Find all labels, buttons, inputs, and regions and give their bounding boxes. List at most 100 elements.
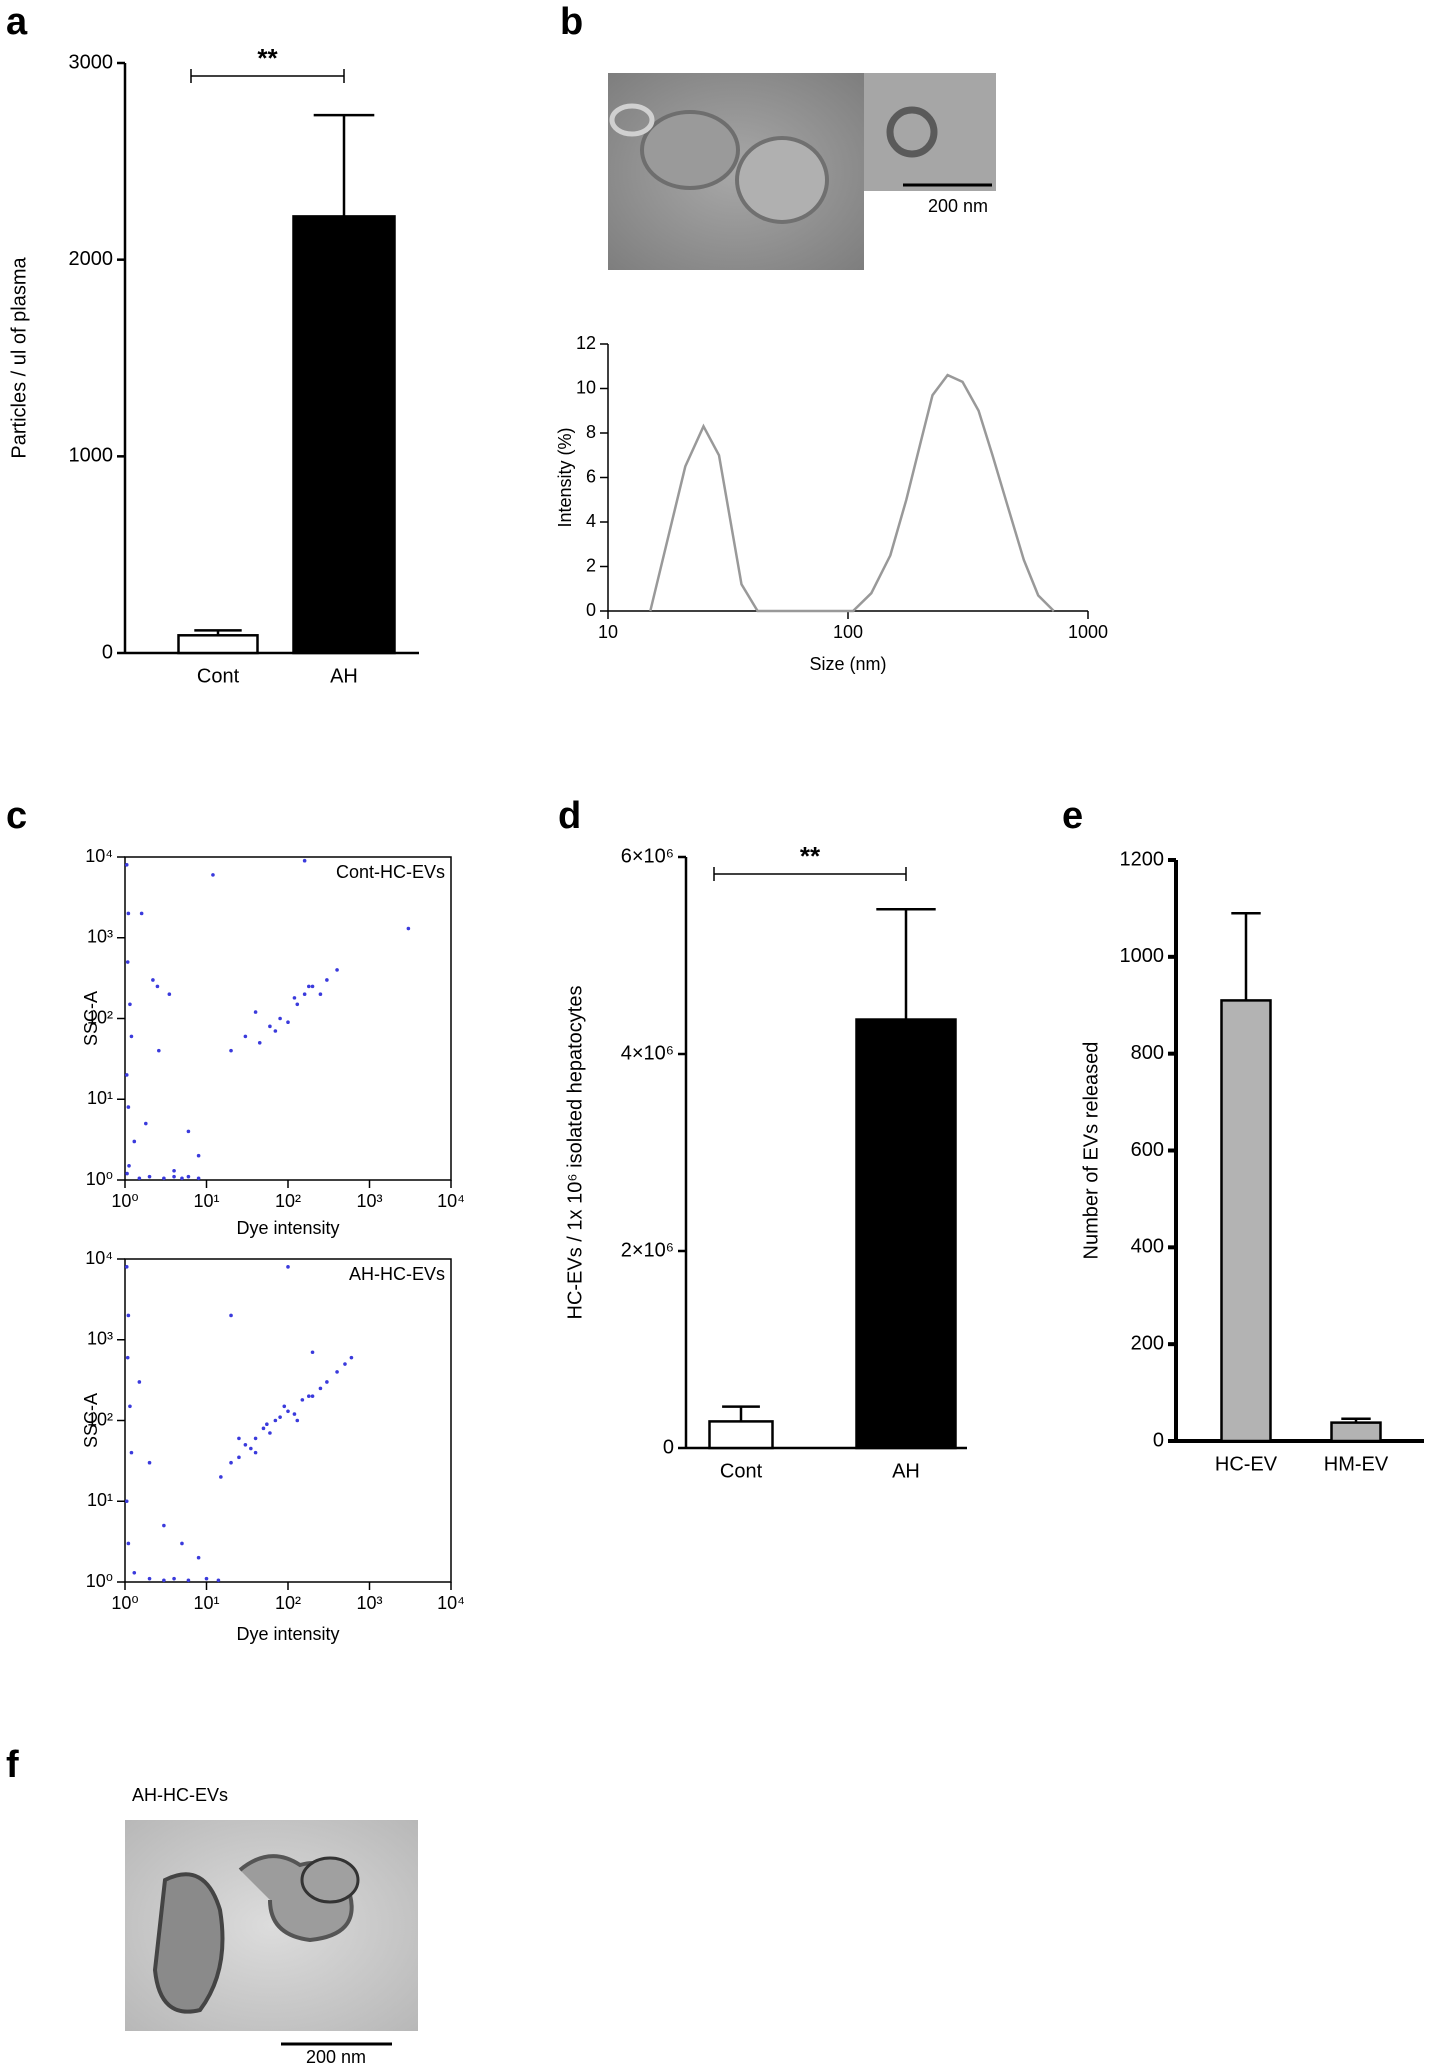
point bbox=[126, 1313, 131, 1318]
y-tick-label: 1000 bbox=[1120, 945, 1165, 967]
point bbox=[253, 1436, 258, 1441]
point bbox=[196, 1555, 201, 1560]
x-tick-label: 10³ bbox=[356, 1191, 382, 1211]
point bbox=[186, 1174, 191, 1179]
x-tick-label: AH bbox=[892, 1460, 920, 1482]
point bbox=[302, 858, 307, 863]
point bbox=[132, 1570, 137, 1575]
panel-label: b bbox=[560, 1, 583, 43]
point bbox=[125, 1171, 129, 1176]
x-tick-label: 100 bbox=[833, 622, 863, 642]
point bbox=[216, 1578, 221, 1583]
point bbox=[162, 1176, 166, 1181]
y-tick-label: 400 bbox=[1131, 1236, 1164, 1258]
point bbox=[243, 1034, 248, 1039]
point bbox=[139, 911, 144, 916]
y-tick-label: 0 bbox=[1153, 1429, 1164, 1451]
point bbox=[162, 1578, 166, 1583]
x-tick-label: 10² bbox=[275, 1191, 301, 1211]
panel-label: d bbox=[558, 795, 581, 837]
point bbox=[307, 984, 311, 989]
point bbox=[310, 1350, 315, 1355]
y-tick-label: 2×10⁶ bbox=[621, 1239, 674, 1261]
point bbox=[335, 968, 339, 972]
significance-bracket bbox=[190, 69, 345, 83]
point bbox=[318, 992, 323, 996]
point bbox=[273, 1418, 278, 1423]
significance-label: ** bbox=[257, 43, 278, 73]
point bbox=[129, 1034, 134, 1039]
point bbox=[261, 1426, 266, 1431]
bar bbox=[292, 215, 396, 655]
y-axis-label: Particles / ul of plasma bbox=[8, 257, 30, 459]
x-tick-label: 10² bbox=[275, 1593, 301, 1613]
y-tick-label: 10² bbox=[87, 1007, 113, 1027]
point bbox=[147, 1460, 152, 1465]
x-tick-label: 10⁰ bbox=[111, 1593, 138, 1613]
x-tick-label: 10 bbox=[598, 622, 618, 642]
point bbox=[295, 1418, 300, 1423]
point bbox=[204, 1576, 209, 1581]
point bbox=[325, 1380, 329, 1384]
panel-label: f bbox=[6, 1744, 19, 1786]
point bbox=[172, 1168, 176, 1173]
y-tick-label: 4 bbox=[586, 511, 596, 531]
point bbox=[302, 992, 307, 996]
point bbox=[286, 1020, 290, 1024]
point bbox=[180, 1176, 184, 1181]
y-tick-label: 10⁴ bbox=[85, 1248, 113, 1268]
micrograph-title: AH-HC-EVs bbox=[132, 1785, 228, 1805]
scale-label: 200 nm bbox=[928, 196, 988, 216]
y-tick-label: 600 bbox=[1131, 1139, 1164, 1161]
y-tick-label: 8 bbox=[586, 422, 596, 442]
significance-label: ** bbox=[800, 841, 821, 871]
x-tick-label: 10³ bbox=[356, 1593, 382, 1613]
point bbox=[253, 1010, 258, 1014]
bar bbox=[1220, 999, 1272, 1443]
x-tick-label: 10¹ bbox=[193, 1191, 219, 1211]
x-tick-label: HC-EV bbox=[1215, 1453, 1278, 1475]
plot-frame bbox=[124, 1258, 452, 1583]
y-tick-label: 10¹ bbox=[87, 1490, 113, 1510]
y-tick-label: 10 bbox=[576, 377, 596, 397]
x-tick-label: Cont bbox=[197, 665, 240, 687]
point bbox=[219, 1475, 223, 1479]
point bbox=[128, 1404, 132, 1409]
y-tick-label: 2 bbox=[586, 555, 596, 575]
point bbox=[132, 1139, 137, 1144]
point bbox=[147, 1576, 152, 1581]
point bbox=[286, 1409, 290, 1414]
point bbox=[125, 1355, 130, 1360]
point bbox=[167, 992, 172, 996]
y-tick-label: 1000 bbox=[69, 445, 114, 467]
bar bbox=[855, 1018, 957, 1450]
y-tick-label: 800 bbox=[1131, 1042, 1164, 1064]
point bbox=[229, 1313, 233, 1318]
y-tick-label: 0 bbox=[586, 600, 596, 620]
point bbox=[300, 1398, 305, 1402]
point bbox=[126, 1105, 131, 1109]
point bbox=[318, 1386, 323, 1391]
significance-bracket bbox=[713, 867, 907, 881]
point bbox=[253, 1450, 258, 1455]
y-tick-label: 3000 bbox=[69, 51, 114, 73]
point bbox=[268, 1431, 272, 1435]
point bbox=[196, 1176, 201, 1181]
point bbox=[186, 1129, 191, 1134]
x-tick-label: 10⁴ bbox=[437, 1191, 465, 1211]
y-tick-label: 4×10⁶ bbox=[621, 1042, 674, 1064]
bar bbox=[1330, 1421, 1382, 1443]
panel-label: e bbox=[1062, 795, 1083, 837]
x-tick-label: 10¹ bbox=[193, 1593, 219, 1613]
point bbox=[128, 1002, 132, 1007]
y-tick-label: 10³ bbox=[87, 1329, 113, 1349]
point bbox=[292, 1412, 297, 1416]
point bbox=[237, 1455, 241, 1460]
x-tick-label: 10⁰ bbox=[111, 1191, 138, 1211]
point bbox=[273, 1029, 278, 1033]
point bbox=[137, 1380, 142, 1384]
y-axis-label: SSC-A bbox=[81, 991, 101, 1046]
line bbox=[649, 373, 1055, 613]
point bbox=[172, 1174, 176, 1179]
